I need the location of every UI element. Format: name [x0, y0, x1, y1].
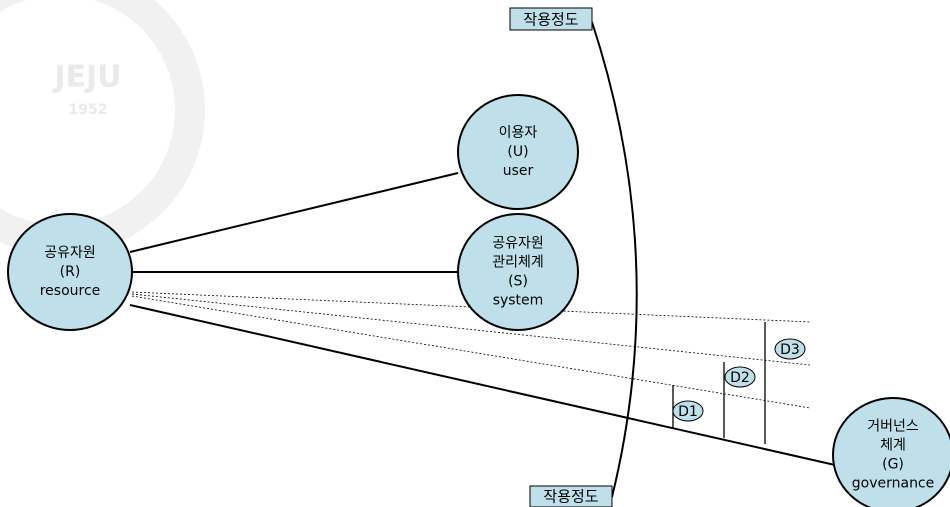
node-label: 공유자원: [44, 245, 96, 261]
label-boxes: 작용정도 작용정도: [509, 7, 613, 507]
node-label: 이용자: [499, 125, 538, 141]
dotted-line: [131, 293, 811, 366]
dotted-line: [131, 291, 811, 323]
dotted-line: [131, 295, 811, 409]
distance-markers: D1 D2 D3: [672, 338, 806, 422]
label-bottom: 작용정도: [543, 488, 598, 506]
label-box: [509, 7, 593, 31]
distance-label: D1: [678, 404, 698, 420]
node-circle: [457, 94, 579, 210]
node-label: 관리체계: [492, 255, 544, 271]
node-label: governance: [852, 476, 935, 492]
seal: [0, 0, 205, 255]
node-label: (S): [508, 274, 528, 290]
node-circle: [457, 213, 579, 331]
edges: [129, 21, 836, 498]
node-circle: [7, 213, 133, 331]
node-label: (G): [882, 457, 904, 473]
node-label: (U): [507, 144, 528, 160]
distance-badge: [774, 338, 806, 360]
node-label: (R): [60, 264, 81, 280]
node-label: resource: [40, 283, 101, 299]
edge: [129, 304, 836, 466]
boundary-curve: [591, 21, 638, 498]
node-label: 거버넌스: [867, 419, 919, 435]
distance-badge: [672, 400, 704, 422]
distance-label: D3: [780, 342, 800, 358]
distance-label: D2: [730, 370, 750, 386]
node-label: 공유자원: [492, 236, 544, 252]
edge: [129, 172, 459, 253]
node-label: user: [503, 163, 534, 179]
watermark-name: JEJU: [52, 60, 121, 95]
label-top: 작용정도: [523, 11, 578, 29]
node-label: system: [493, 293, 544, 309]
node-circle: [832, 397, 950, 507]
node-label: 체계: [880, 438, 906, 454]
watermark: JEJU 1952: [0, 0, 205, 255]
label-box: [529, 485, 613, 507]
watermark-year: 1952: [69, 102, 108, 118]
distance-badge: [724, 366, 756, 388]
